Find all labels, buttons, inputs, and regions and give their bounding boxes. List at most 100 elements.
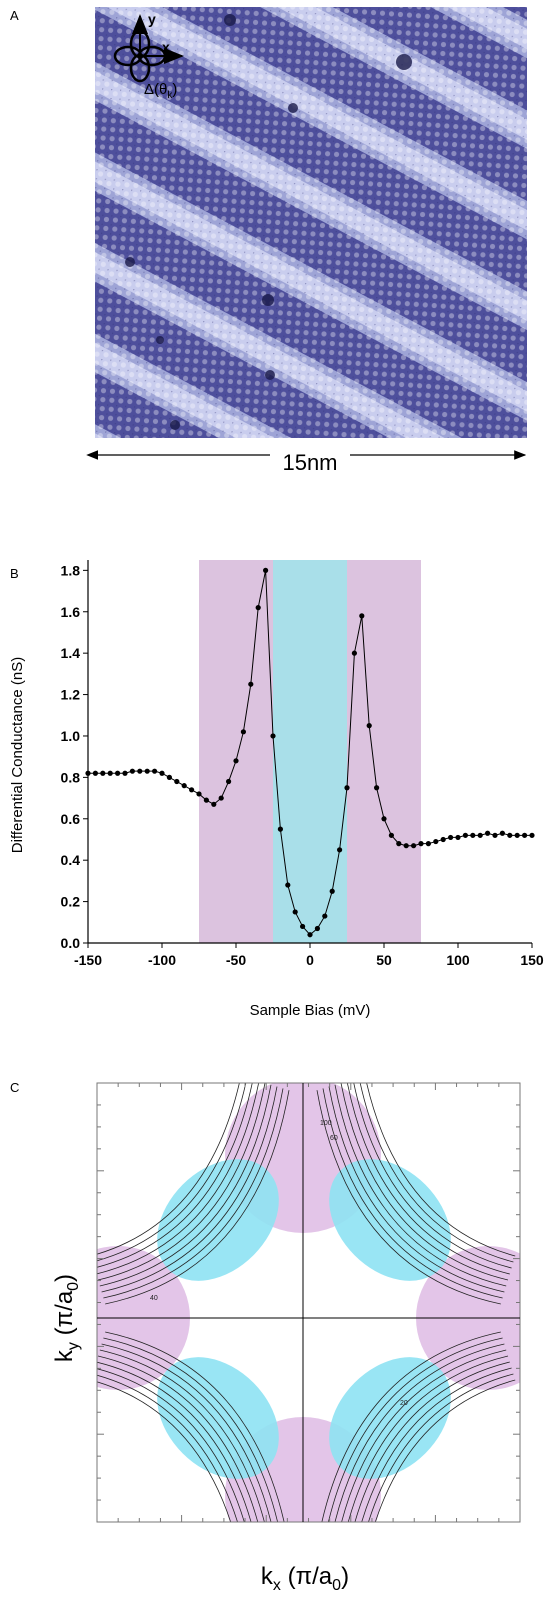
panel-label: B — [10, 566, 19, 581]
contour — [97, 1361, 252, 1522]
data-point — [433, 838, 439, 845]
x-tick-label: 150 — [520, 952, 544, 968]
y-tick-label: 1.8 — [61, 562, 81, 578]
contour — [334, 1343, 505, 1522]
stm-image: y x Δ(θk) — [95, 7, 527, 438]
axis-label: y — [148, 11, 156, 27]
data-point — [337, 847, 343, 853]
data-point — [388, 832, 394, 838]
data-point — [122, 770, 128, 776]
data-point — [411, 843, 417, 849]
data-point — [159, 770, 165, 776]
data-point — [226, 778, 232, 785]
chart: -150 -100 -50 0 50 100 150 0.0 0.2 0.4 0.6 0.8 1.0 1.… — [61, 560, 544, 968]
data-point — [522, 832, 528, 838]
contour — [103, 1088, 284, 1299]
gap-label: Δ(θk) — [144, 81, 177, 101]
data-point — [115, 770, 121, 776]
contour — [103, 1337, 278, 1522]
contour-label: 40 — [150, 1295, 158, 1302]
data-point — [351, 650, 357, 656]
data-point — [425, 841, 431, 847]
contour — [374, 1379, 516, 1522]
contour — [347, 1355, 509, 1522]
data-point — [396, 841, 402, 847]
data-point — [92, 770, 98, 776]
data-point — [374, 785, 380, 791]
data-point — [366, 723, 372, 729]
data-point — [100, 770, 106, 776]
contour — [359, 1083, 514, 1263]
data-point — [418, 841, 424, 847]
data-point — [277, 826, 283, 832]
contour — [97, 1355, 259, 1522]
data-point — [322, 913, 328, 919]
data-point — [292, 909, 298, 915]
y-tick-label: 1.4 — [61, 645, 81, 661]
contour-label: 20 — [400, 1400, 408, 1407]
data-point — [166, 774, 172, 780]
data-point — [440, 836, 446, 843]
fermi-surface-diagram — [97, 1083, 520, 1522]
y-axis-label: ky (π/a0) — [51, 1274, 82, 1362]
data-point — [470, 832, 476, 838]
data-point — [129, 768, 135, 774]
x-tick-label: 100 — [446, 952, 470, 968]
contour — [346, 1083, 510, 1275]
contour — [340, 1083, 509, 1281]
data-point — [462, 832, 468, 838]
contour — [97, 1368, 245, 1522]
contour — [353, 1083, 512, 1269]
contour — [97, 1083, 260, 1275]
contour-label: 100 — [320, 1120, 332, 1127]
data-point — [181, 783, 187, 789]
data-point — [137, 768, 143, 774]
data-point — [329, 888, 335, 894]
contour — [328, 1337, 503, 1522]
frame-ticks — [96, 1082, 521, 1523]
panel-label: C — [10, 1080, 19, 1095]
axis-label: x — [162, 39, 170, 55]
data-point — [529, 832, 535, 838]
data-point — [381, 816, 387, 822]
data-point — [107, 770, 113, 776]
contour — [354, 1361, 510, 1522]
contour — [341, 1349, 507, 1522]
data-point — [477, 832, 483, 838]
contour — [97, 1083, 240, 1255]
data-point — [233, 758, 239, 764]
data-point — [196, 791, 202, 797]
data-point — [152, 768, 158, 774]
data-point — [307, 932, 313, 938]
y-tick-label: 0.4 — [61, 852, 81, 868]
data-point — [255, 605, 261, 611]
x-tick-label: -150 — [74, 952, 102, 968]
x-tick-label: -100 — [148, 952, 176, 968]
contour — [99, 1084, 272, 1287]
panel-label: A — [10, 8, 19, 23]
contour — [322, 1088, 503, 1299]
contour — [366, 1083, 516, 1257]
data-point — [359, 613, 365, 619]
y-tick-label: 1.6 — [61, 604, 81, 620]
data-point — [514, 832, 520, 838]
y-tick-label: 0.2 — [61, 894, 81, 910]
data-point — [144, 768, 150, 774]
data-point — [203, 797, 209, 803]
data-point — [344, 785, 350, 791]
data-point — [270, 733, 276, 739]
contour — [321, 1331, 501, 1522]
data-point — [300, 923, 306, 930]
contour — [101, 1086, 278, 1293]
data-point — [263, 567, 269, 573]
data-point — [189, 787, 195, 793]
data-point — [492, 832, 498, 838]
data-point — [85, 770, 91, 776]
x-tick-label: 0 — [306, 952, 314, 968]
y-tick-label: 1.0 — [61, 728, 81, 744]
contour — [101, 1343, 272, 1522]
data-point — [174, 778, 180, 785]
x-axis-label: Sample Bias (mV) — [250, 1002, 371, 1019]
